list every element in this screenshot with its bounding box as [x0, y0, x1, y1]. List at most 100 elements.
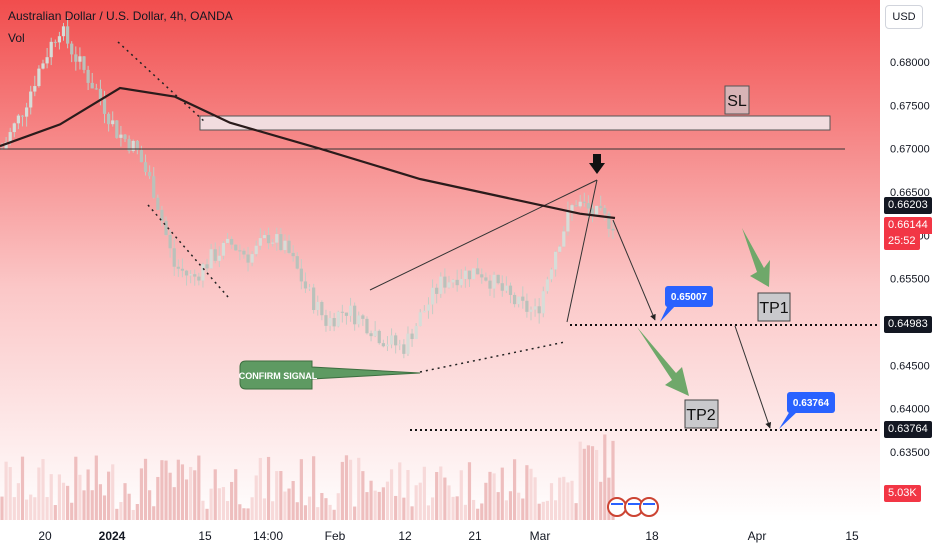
volume-bar: [299, 459, 303, 520]
candle-body: [246, 254, 250, 263]
economic-events-icons[interactable]: [607, 497, 659, 517]
candle-body: [37, 68, 41, 87]
volume-bar: [443, 477, 447, 520]
volume-bar: [291, 481, 295, 520]
projection-arrow-2: [734, 325, 772, 429]
candle-body: [156, 197, 160, 210]
price-candles: [0, 17, 615, 359]
candle-body: [451, 279, 455, 283]
volume-bar: [418, 482, 422, 520]
volume-bar: [29, 494, 33, 520]
volume-bar: [242, 508, 246, 520]
currency-button[interactable]: USD: [885, 5, 923, 29]
volume-bar: [193, 470, 197, 520]
candle-body: [250, 254, 254, 263]
candle-body: [566, 211, 570, 232]
confirm-signal-callout[interactable]: [239, 360, 421, 390]
volume-bar: [123, 483, 127, 520]
volume-bar: [394, 495, 398, 520]
candle-body: [74, 54, 78, 62]
candle-body: [225, 238, 230, 243]
candle-body: [394, 335, 398, 346]
volume-bar: [303, 505, 308, 520]
candle-body: [357, 315, 361, 325]
candle-body: [242, 250, 246, 255]
candle-body: [365, 318, 369, 334]
candle-body: [271, 242, 275, 244]
volume-bar: [82, 490, 86, 520]
candle-body: [184, 270, 189, 276]
volume-bar: [180, 464, 185, 520]
candle-body: [422, 310, 426, 313]
volume-bar: [373, 490, 377, 520]
candle-body: [29, 91, 33, 108]
volume-bar: [484, 482, 488, 520]
volume-bar: [8, 467, 12, 520]
volume-bar: [578, 441, 582, 520]
volume-bar: [312, 456, 316, 520]
candle-body: [160, 209, 164, 221]
volume-bar: [558, 477, 562, 520]
volume-bar: [594, 449, 599, 520]
candle-body: [164, 220, 168, 235]
candle-body: [115, 120, 119, 138]
target2-pointer: [779, 411, 798, 429]
volume-bar: [607, 477, 611, 520]
volume-bar: [467, 462, 472, 520]
volume-bar: [435, 472, 439, 520]
candle-body: [529, 309, 533, 312]
projection-arrow-1: [612, 219, 656, 321]
volume-bar: [201, 500, 205, 520]
volume-bar: [348, 459, 353, 520]
candle-body: [258, 238, 262, 246]
candle-body: [262, 235, 267, 239]
volume-bar: [209, 488, 213, 520]
volume-bar: [463, 504, 467, 520]
tp1-price-tag: 0.64983: [884, 316, 932, 333]
volume-bar: [525, 465, 529, 520]
tp1-green-arrow-icon: [742, 228, 770, 287]
target2-callout[interactable]: [787, 392, 835, 413]
candle-body: [459, 279, 463, 286]
volume-bars: [0, 434, 615, 520]
candle-body: [82, 56, 86, 70]
sl-zone[interactable]: [199, 115, 831, 131]
volume-bar: [488, 471, 492, 520]
candle-body: [414, 325, 418, 340]
y-tick-label: 0.67000: [890, 144, 930, 156]
volume-bar: [545, 500, 549, 520]
candle-body: [16, 115, 21, 124]
volume-bar: [603, 434, 607, 520]
volume-bar: [492, 473, 496, 520]
volume-bar: [246, 508, 250, 520]
volume-bar: [541, 501, 545, 520]
volume-bar: [426, 505, 431, 520]
volume-bar: [160, 460, 164, 520]
x-tick-label: 2024: [99, 529, 126, 543]
target1-callout[interactable]: [665, 286, 713, 307]
volume-bar: [451, 496, 455, 520]
volume-bar: [57, 474, 62, 520]
volume-label: Vol: [8, 31, 25, 45]
volume-bar: [225, 501, 230, 520]
candle-body: [45, 57, 49, 64]
candle-body: [463, 270, 467, 280]
candle-body: [152, 176, 156, 198]
candle-body: [504, 285, 508, 291]
volume-bar: [94, 455, 98, 520]
volume-bar: [562, 476, 566, 520]
time-axis[interactable]: 20 2024 15 14:00 Feb 12 21 Mar 18 Apr 15: [38, 529, 859, 543]
volume-bar: [566, 482, 570, 520]
volume-bar: [402, 497, 406, 520]
volume-bar: [553, 500, 558, 520]
volume-bar: [221, 487, 226, 520]
candle-body: [86, 69, 90, 83]
volume-bar: [340, 461, 344, 520]
volume-bar: [447, 485, 451, 520]
price-axis[interactable]: 0.680000.675000.670000.665000.660000.655…: [890, 57, 930, 459]
y-tick-label: 0.64500: [890, 360, 930, 372]
candle-body: [541, 291, 545, 314]
volume-bar: [16, 483, 21, 520]
candle-body: [135, 140, 139, 151]
